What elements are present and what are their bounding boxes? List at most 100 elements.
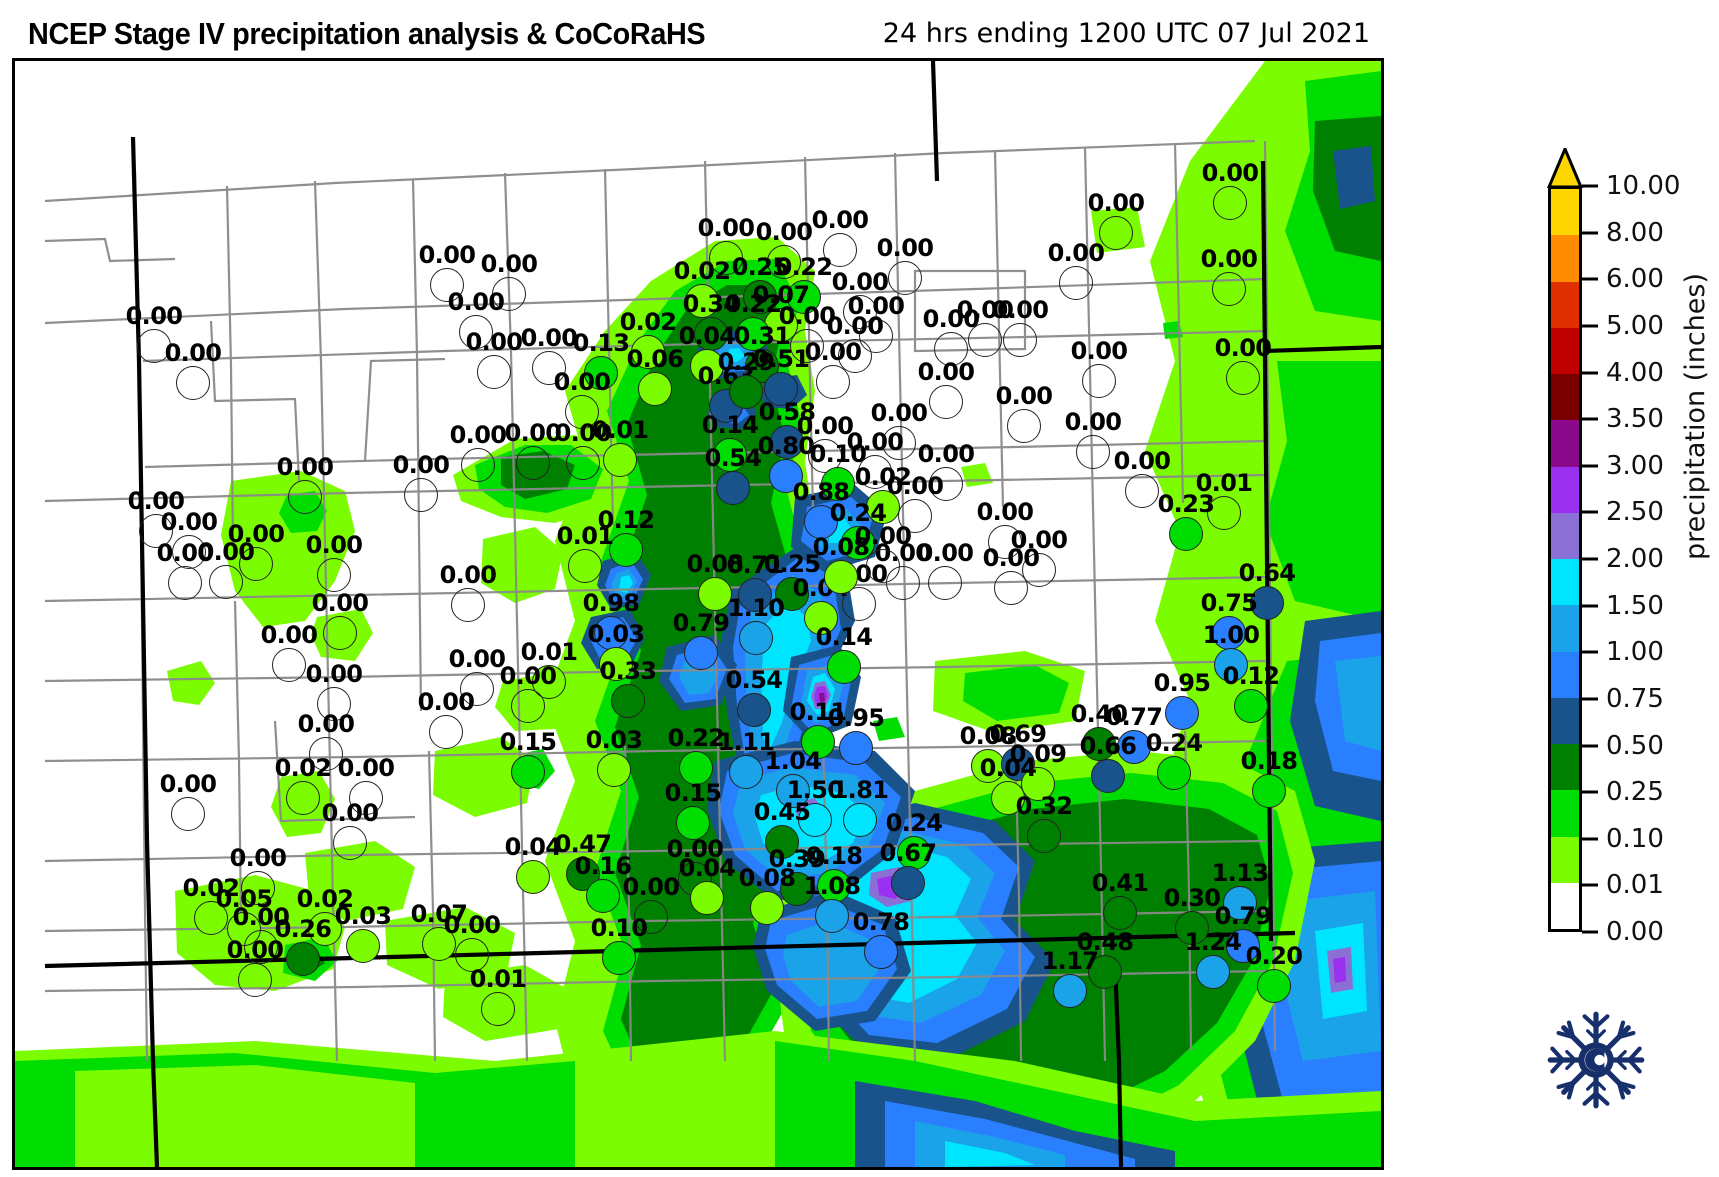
station-marker[interactable] — [1099, 216, 1133, 250]
station-marker[interactable] — [1082, 364, 1116, 398]
station-marker[interactable] — [481, 992, 515, 1026]
station-marker[interactable] — [1212, 272, 1246, 306]
station-marker[interactable] — [594, 616, 628, 650]
station-marker[interactable] — [898, 499, 932, 533]
station-marker[interactable] — [780, 872, 814, 906]
station-marker[interactable] — [194, 901, 228, 935]
station-marker[interactable] — [988, 525, 1022, 559]
station-marker[interactable] — [929, 385, 963, 419]
station-marker[interactable] — [516, 860, 550, 894]
station-marker[interactable] — [690, 349, 724, 383]
station-marker[interactable] — [679, 751, 713, 785]
station-marker[interactable] — [586, 879, 620, 913]
station-marker[interactable] — [238, 963, 272, 997]
station-marker[interactable] — [1165, 696, 1199, 730]
station-marker[interactable] — [430, 268, 464, 302]
station-marker[interactable] — [308, 912, 342, 946]
station-marker[interactable] — [286, 942, 320, 976]
station-marker[interactable] — [1157, 756, 1191, 790]
station-marker[interactable] — [821, 467, 855, 501]
station-marker[interactable] — [886, 566, 920, 600]
station-marker[interactable] — [455, 938, 489, 972]
station-marker[interactable] — [765, 825, 799, 859]
station-marker[interactable] — [1212, 616, 1246, 650]
station-marker[interactable] — [804, 505, 838, 539]
station-marker[interactable] — [798, 803, 832, 837]
station-marker[interactable] — [477, 355, 511, 389]
station-marker[interactable] — [767, 245, 801, 279]
station-marker[interactable] — [713, 438, 747, 472]
station-marker[interactable] — [1223, 886, 1257, 920]
station-marker[interactable] — [1076, 435, 1110, 469]
station-marker[interactable] — [737, 693, 771, 727]
station-marker[interactable] — [842, 587, 876, 621]
station-marker[interactable] — [1196, 955, 1230, 989]
station-marker[interactable] — [459, 315, 493, 349]
station-marker[interactable] — [685, 284, 719, 318]
station-marker[interactable] — [511, 755, 545, 789]
station-marker[interactable] — [698, 577, 732, 611]
station-marker[interactable] — [611, 684, 645, 718]
station-marker[interactable] — [866, 490, 900, 524]
station-marker[interactable] — [769, 459, 803, 493]
station-marker[interactable] — [1021, 767, 1055, 801]
station-marker[interactable] — [209, 565, 243, 599]
station-marker[interactable] — [286, 781, 320, 815]
station-marker[interactable] — [492, 277, 526, 311]
station-marker[interactable] — [584, 356, 618, 390]
station-marker[interactable] — [1257, 969, 1291, 1003]
station-marker[interactable] — [1003, 323, 1037, 357]
station-marker[interactable] — [422, 927, 456, 961]
station-marker[interactable] — [804, 601, 838, 635]
station-marker[interactable] — [451, 588, 485, 622]
station-marker[interactable] — [928, 566, 962, 600]
station-marker[interactable] — [1250, 586, 1284, 620]
station-marker[interactable] — [934, 332, 968, 366]
station-marker[interactable] — [172, 535, 206, 569]
station-marker[interactable] — [1175, 911, 1209, 945]
station-marker[interactable] — [776, 774, 810, 808]
station-marker[interactable] — [511, 689, 545, 723]
station-marker[interactable] — [1091, 759, 1125, 793]
station-marker[interactable] — [565, 395, 599, 429]
station-marker[interactable] — [859, 319, 893, 353]
station-marker[interactable] — [787, 280, 821, 314]
station-marker[interactable] — [634, 900, 668, 934]
station-marker[interactable] — [244, 930, 278, 964]
station-marker[interactable] — [968, 323, 1002, 357]
station-marker[interactable] — [790, 329, 824, 363]
station-marker[interactable] — [609, 533, 643, 567]
station-marker[interactable] — [729, 755, 763, 789]
station-marker[interactable] — [239, 547, 273, 581]
station-marker[interactable] — [516, 446, 550, 480]
station-marker[interactable] — [1022, 553, 1056, 587]
station-marker[interactable] — [1117, 730, 1151, 764]
station-marker[interactable] — [1213, 186, 1247, 220]
station-marker[interactable] — [568, 549, 602, 583]
station-marker[interactable] — [1252, 774, 1286, 808]
station-marker[interactable] — [839, 731, 873, 765]
station-marker[interactable] — [709, 241, 743, 275]
station-marker[interactable] — [882, 426, 916, 460]
station-marker[interactable] — [866, 549, 900, 583]
station-marker[interactable] — [1027, 819, 1061, 853]
station-marker[interactable] — [750, 891, 784, 925]
station-marker[interactable] — [171, 797, 205, 831]
station-marker[interactable] — [460, 672, 494, 706]
station-marker[interactable] — [994, 571, 1028, 605]
station-marker[interactable] — [309, 737, 343, 771]
station-marker[interactable] — [333, 826, 367, 860]
station-marker[interactable] — [461, 448, 495, 482]
station-marker[interactable] — [532, 351, 566, 385]
station-marker[interactable] — [272, 648, 306, 682]
station-marker[interactable] — [288, 480, 322, 514]
station-marker[interactable] — [739, 621, 773, 655]
station-marker[interactable] — [897, 836, 931, 870]
station-marker[interactable] — [827, 650, 861, 684]
station-marker[interactable] — [971, 749, 1005, 783]
station-marker[interactable] — [888, 261, 922, 295]
station-marker[interactable] — [838, 339, 872, 373]
station-marker[interactable] — [1169, 517, 1203, 551]
station-marker[interactable] — [1103, 896, 1137, 930]
station-marker[interactable] — [815, 899, 849, 933]
